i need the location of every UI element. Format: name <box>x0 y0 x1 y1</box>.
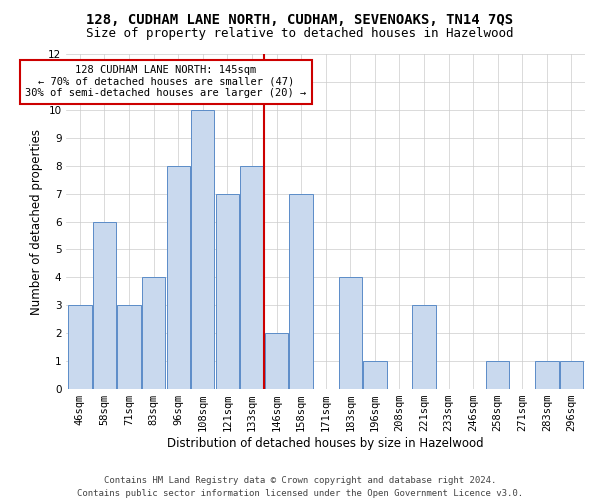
Bar <box>167 166 190 389</box>
Bar <box>240 166 263 389</box>
Bar <box>363 361 386 389</box>
Bar <box>560 361 583 389</box>
Bar <box>412 306 436 389</box>
Y-axis label: Number of detached properties: Number of detached properties <box>30 128 43 314</box>
Bar <box>93 222 116 389</box>
X-axis label: Distribution of detached houses by size in Hazelwood: Distribution of detached houses by size … <box>167 437 484 450</box>
Bar <box>265 333 288 389</box>
Bar <box>535 361 559 389</box>
Text: Size of property relative to detached houses in Hazelwood: Size of property relative to detached ho… <box>86 28 514 40</box>
Bar <box>191 110 214 389</box>
Text: 128 CUDHAM LANE NORTH: 145sqm
← 70% of detached houses are smaller (47)
30% of s: 128 CUDHAM LANE NORTH: 145sqm ← 70% of d… <box>25 65 307 98</box>
Bar <box>289 194 313 389</box>
Text: 128, CUDHAM LANE NORTH, CUDHAM, SEVENOAKS, TN14 7QS: 128, CUDHAM LANE NORTH, CUDHAM, SEVENOAK… <box>86 12 514 26</box>
Bar <box>215 194 239 389</box>
Bar <box>118 306 141 389</box>
Bar <box>486 361 509 389</box>
Bar <box>338 278 362 389</box>
Bar <box>142 278 166 389</box>
Text: Contains HM Land Registry data © Crown copyright and database right 2024.
Contai: Contains HM Land Registry data © Crown c… <box>77 476 523 498</box>
Bar <box>68 306 92 389</box>
